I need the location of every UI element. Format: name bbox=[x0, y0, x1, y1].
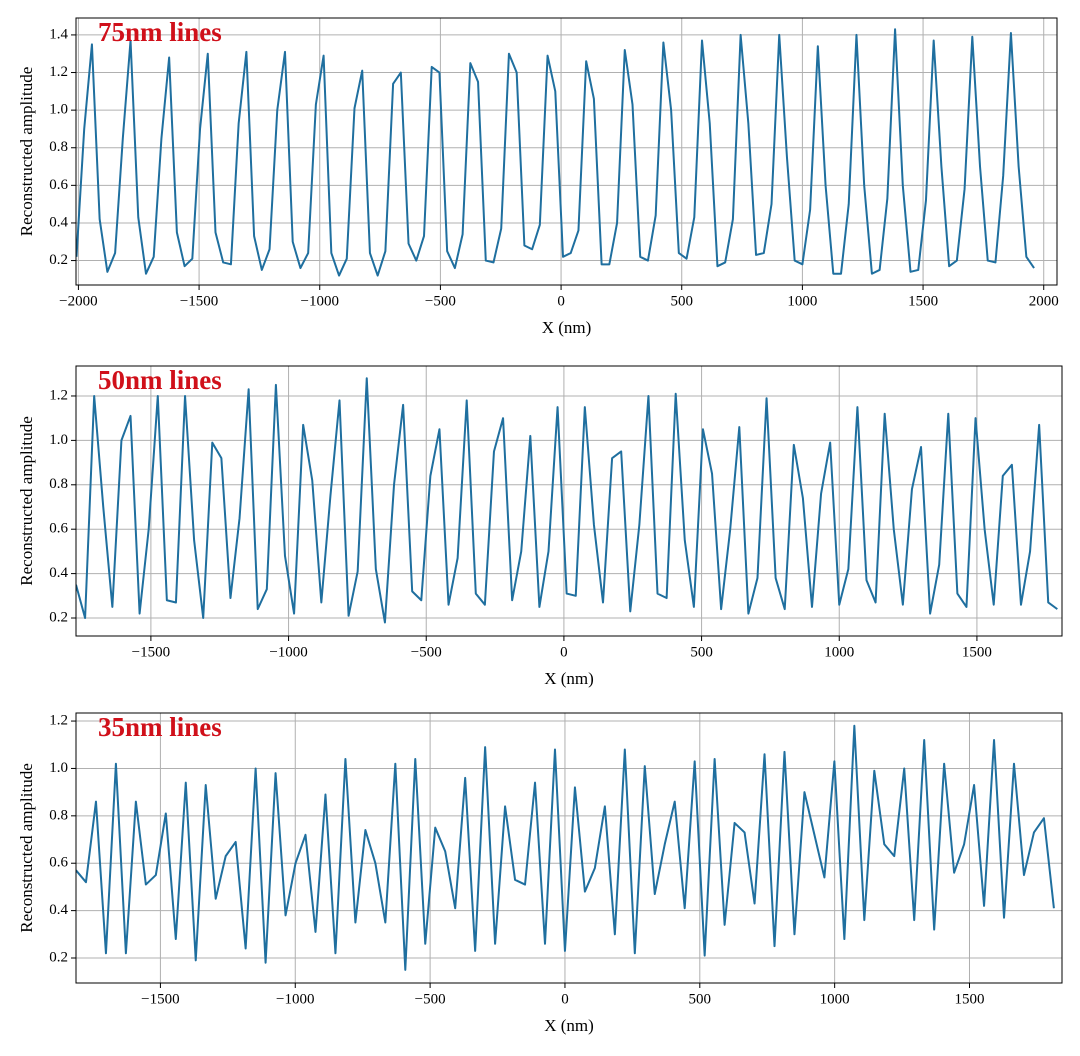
axes-frame bbox=[75, 17, 1058, 286]
y-axis-label: Reconstructed amplitude bbox=[17, 67, 36, 236]
y-tick-label: 0.8 bbox=[49, 807, 68, 823]
x-tick-label: 1500 bbox=[962, 644, 992, 660]
x-tick-label: 500 bbox=[690, 644, 713, 660]
x-tick-label: −1500 bbox=[132, 644, 170, 660]
x-tick-label: 0 bbox=[561, 991, 569, 1007]
y-tick-label: 0.8 bbox=[49, 476, 68, 492]
y-tick-label: 0.2 bbox=[49, 252, 68, 268]
panel-title: 50nm lines bbox=[98, 365, 222, 395]
axes-frame bbox=[75, 712, 1063, 984]
y-tick-label: 1.4 bbox=[49, 26, 68, 42]
panel-title: 75nm lines bbox=[98, 17, 222, 47]
x-tick-label: −500 bbox=[415, 991, 446, 1007]
x-tick-label: 1000 bbox=[820, 991, 850, 1007]
x-tick-label: 1000 bbox=[787, 293, 817, 309]
x-tick-label: 500 bbox=[670, 293, 693, 309]
y-tick-label: 0.2 bbox=[49, 949, 68, 965]
y-tick-label: 0.4 bbox=[49, 902, 68, 918]
x-tick-label: −500 bbox=[425, 293, 456, 309]
panel-title: 35nm lines bbox=[98, 712, 222, 742]
x-tick-label: −1000 bbox=[301, 293, 339, 309]
x-axis-label: X (nm) bbox=[544, 1016, 594, 1035]
data-line bbox=[76, 377, 1058, 624]
y-axis-label: Reconstructed amplitude bbox=[17, 416, 36, 585]
y-tick-label: 1.0 bbox=[49, 760, 68, 776]
y-axis-label: Reconstructed amplitude bbox=[17, 763, 36, 932]
x-tick-label: −2000 bbox=[59, 293, 97, 309]
y-tick-label: 1.2 bbox=[49, 712, 68, 728]
y-tick-label: 0.6 bbox=[49, 855, 68, 871]
y-tick-label: 0.6 bbox=[49, 177, 68, 193]
x-tick-label: 500 bbox=[689, 991, 712, 1007]
y-tick-label: 1.0 bbox=[49, 102, 68, 118]
y-tick-label: 0.8 bbox=[49, 139, 68, 155]
x-tick-label: −1500 bbox=[180, 293, 218, 309]
x-tick-label: −1000 bbox=[269, 644, 307, 660]
y-tick-label: 1.0 bbox=[49, 432, 68, 448]
x-tick-label: −500 bbox=[411, 644, 442, 660]
x-axis-label: X (nm) bbox=[544, 669, 594, 688]
y-tick-label: 0.4 bbox=[49, 565, 68, 581]
x-tick-label: −1500 bbox=[141, 991, 179, 1007]
x-tick-label: 2000 bbox=[1029, 293, 1059, 309]
data-line bbox=[76, 724, 1055, 971]
x-tick-label: −1000 bbox=[276, 991, 314, 1007]
data-line bbox=[76, 28, 1035, 277]
y-tick-label: 1.2 bbox=[49, 64, 68, 80]
y-tick-label: 1.2 bbox=[49, 387, 68, 403]
x-tick-label: 1500 bbox=[908, 293, 938, 309]
x-tick-label: 0 bbox=[557, 293, 565, 309]
x-tick-label: 0 bbox=[560, 644, 568, 660]
axes-frame bbox=[75, 365, 1063, 637]
y-tick-label: 0.4 bbox=[49, 214, 68, 230]
y-tick-label: 0.6 bbox=[49, 521, 68, 537]
y-tick-label: 0.2 bbox=[49, 609, 68, 625]
x-tick-label: 1500 bbox=[954, 991, 984, 1007]
x-axis-label: X (nm) bbox=[542, 318, 592, 337]
x-tick-label: 1000 bbox=[824, 644, 854, 660]
